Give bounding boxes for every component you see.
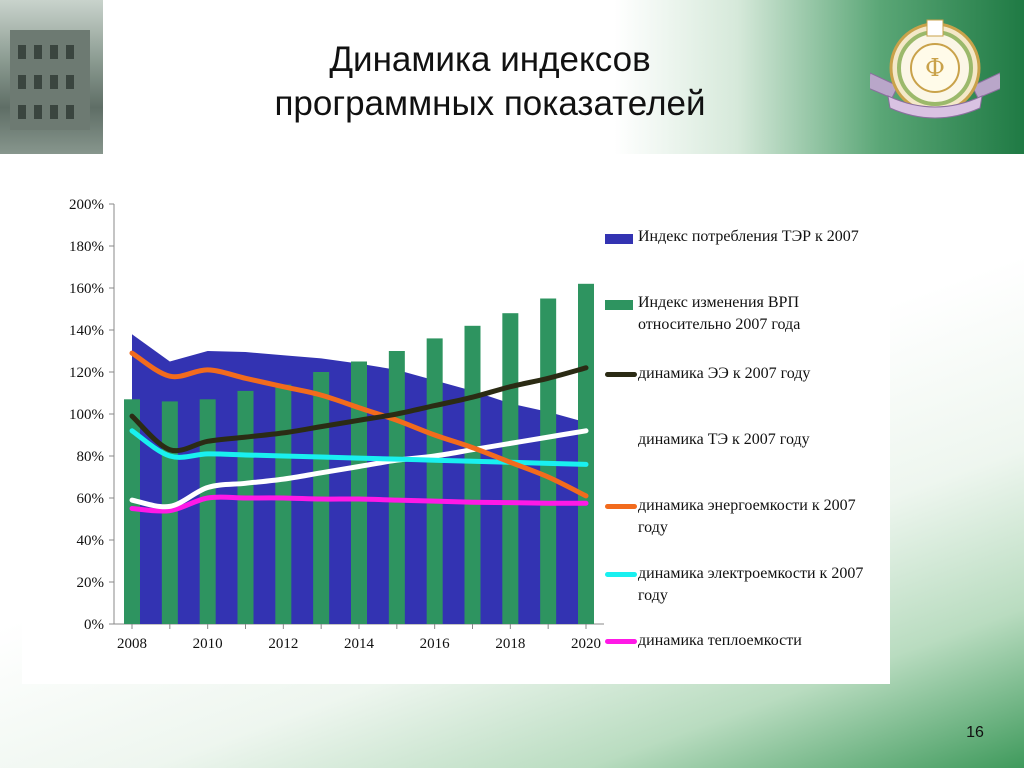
line-energy-intensity (129, 350, 589, 499)
bar-vrp (426, 338, 443, 624)
svg-text:Ф: Ф (925, 54, 945, 82)
legend-label-energy: динамика энергоемкости к 2007 году (638, 497, 856, 536)
y-tick-label: 80% (77, 449, 105, 465)
legend-label-te: динамика ТЭ к 2007 году (638, 431, 810, 448)
y-tick-label: 180% (69, 239, 104, 255)
y-tick-label: 160% (69, 281, 104, 297)
x-tick-label: 2016 (420, 636, 451, 652)
legend-swatch-energy (605, 504, 637, 509)
legend-label-heat: динамика теплоемкости (638, 632, 802, 649)
x-tick-label: 2014 (344, 636, 375, 652)
title-line-2: программных показателей (274, 84, 706, 123)
legend-swatch-heat (605, 639, 637, 644)
line-heat-intensity (129, 494, 589, 514)
x-tick-label: 2010 (193, 636, 223, 652)
bar-vrp (124, 399, 140, 624)
legend-label-ter: Индекс потребления ТЭР к 2007 (638, 228, 859, 245)
legend-label-vrp: Индекс изменения ВРП относительно 2007 г… (638, 294, 801, 333)
y-tick-label: 100% (69, 407, 104, 423)
bar-vrp (275, 384, 292, 624)
legend-swatch-bar (605, 300, 633, 310)
y-tick-label: 60% (77, 491, 105, 507)
y-tick-label: 200% (69, 197, 104, 213)
building-photo (0, 0, 103, 154)
slide-header: Динамика индексов программных показателе… (0, 0, 1024, 154)
y-tick-label: 120% (69, 365, 104, 381)
bar-vrp (464, 325, 481, 624)
bar-vrp (578, 283, 594, 624)
y-tick-label: 0% (84, 617, 104, 633)
chart-area: 0% 20% 40% 60% 80% 100% 120% 140% 160% 180% 200% 20… (22, 186, 890, 684)
x-tick-label: 2008 (117, 636, 147, 652)
legend-swatch-electro (605, 572, 637, 577)
slide-number: 16 (966, 724, 984, 741)
y-tick-label: 140% (69, 323, 104, 339)
slide-title: Динамика индексов программных показателе… (200, 38, 780, 126)
line-te (129, 428, 589, 510)
bar-vrp (388, 351, 405, 624)
bar-vrp (199, 399, 216, 624)
title-line-1: Динамика индексов (329, 40, 651, 79)
bar-vrp (351, 361, 367, 624)
y-tick-label: 40% (77, 533, 105, 549)
bar-vrp (502, 313, 519, 624)
legend-swatch-area (605, 234, 633, 244)
x-tick-label: 2012 (268, 636, 298, 652)
legend-swatch-te (605, 438, 637, 443)
legend-label-electro: динамика электроемкости к 2007 году (638, 565, 864, 604)
legend-swatch-ee (605, 372, 637, 377)
chart-svg: 0% 20% 40% 60% 80% 100% 120% 140% 160% 180% 200% 20… (69, 197, 604, 652)
bar-vrp (237, 390, 254, 624)
x-tick-label: 2020 (571, 636, 601, 652)
legend-label-ee: динамика ЭЭ к 2007 году (638, 365, 811, 382)
y-tick-label: 20% (77, 575, 105, 591)
university-emblem-icon: Ф (870, 19, 1000, 119)
line-ee (129, 365, 589, 454)
x-tick-label: 2018 (495, 636, 525, 652)
